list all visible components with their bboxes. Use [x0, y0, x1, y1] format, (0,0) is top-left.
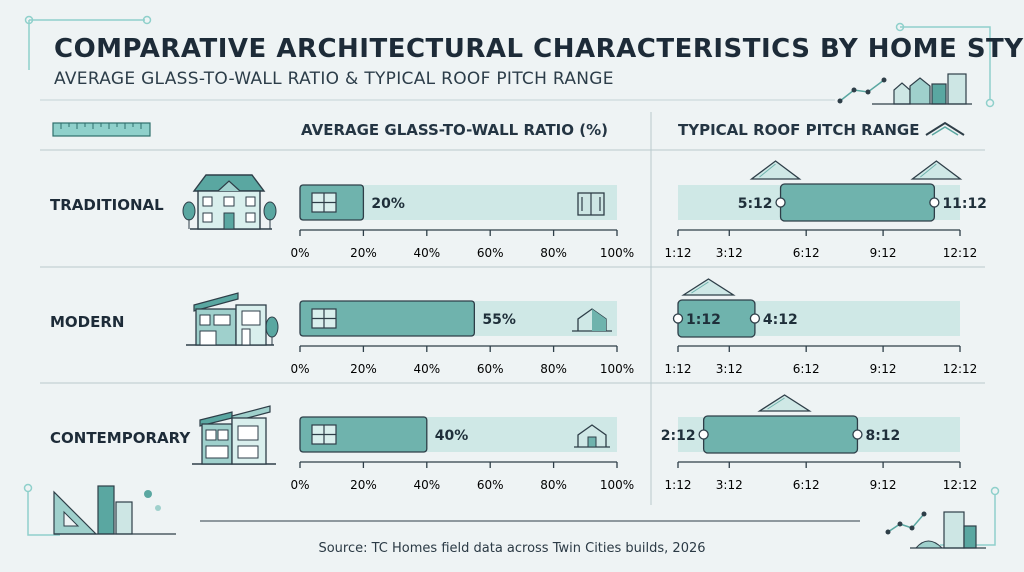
glass-tick-label: 0% [290, 362, 309, 376]
pitch-range-end-marker [749, 313, 761, 324]
glass-tick-label: 80% [540, 362, 567, 376]
glass-bar [299, 300, 476, 337]
glass-value-label: 40% [435, 428, 469, 444]
house-door [587, 436, 597, 448]
glass-tick-label: 100% [600, 478, 634, 492]
glass-value-label: 55% [482, 312, 516, 328]
glass-column-header: AVERAGE GLASS-TO-WALL RATIO (%) [301, 121, 608, 139]
pitch-max-label: 11:12 [942, 196, 987, 212]
pitch-tick-label: 9:12 [870, 362, 897, 376]
roof-icon-shade [920, 163, 937, 178]
pitch-min-label: 1:12 [686, 312, 721, 328]
pitch-min-label: 2:12 [661, 428, 696, 444]
roof-icon [749, 160, 802, 180]
row-label-modern: MODERN [50, 313, 125, 331]
skyline-icon [837, 73, 972, 105]
pitch-tick-label: 12:12 [943, 362, 978, 376]
pitch-tick-label: 1:12 [665, 478, 692, 492]
pitch-range-start-marker [775, 197, 786, 208]
traditional-house-icon [182, 174, 277, 230]
row-label-contemporary: CONTEMPORARY [50, 429, 191, 447]
pitch-tick-label: 12:12 [943, 478, 978, 492]
page-title: COMPARATIVE ARCHITECTURAL CHARACTERISTIC… [54, 34, 1024, 64]
pitch-tick-label: 1:12 [665, 246, 692, 260]
roof-icon [681, 278, 736, 296]
glass-tick-label: 40% [413, 246, 440, 260]
glass-tick-label: 100% [600, 246, 634, 260]
glass-tick-label: 20% [350, 362, 377, 376]
window-pane-lines [312, 193, 336, 212]
roof-icon [757, 394, 812, 412]
roof-icon [925, 121, 965, 136]
roof-icon-shade [691, 281, 709, 294]
glass-tick-label: 80% [540, 478, 567, 492]
pitch-tick-label: 1:12 [665, 362, 692, 376]
pitch-range-end-marker [929, 197, 940, 208]
pitch-tick-label: 6:12 [793, 362, 820, 376]
pitch-range-end-marker [852, 429, 863, 440]
glass-tick-label: 0% [290, 246, 309, 260]
window-frame-lines [581, 193, 601, 215]
pitch-range-start-marker [698, 429, 709, 440]
pitch-tick-label: 3:12 [716, 478, 743, 492]
pitch-range-bar [702, 415, 859, 454]
pitch-tick-label: 6:12 [793, 246, 820, 260]
glass-tick-label: 40% [413, 478, 440, 492]
pitch-range-bar [779, 183, 936, 222]
window-pane-lines [312, 425, 336, 444]
pitch-range-start-marker [672, 313, 684, 324]
glass-tick-label: 80% [540, 246, 567, 260]
modern-house-icon [186, 292, 279, 346]
glass-tick-label: 100% [600, 362, 634, 376]
roof-icon-shade [759, 163, 776, 178]
pitch-max-label: 8:12 [865, 428, 900, 444]
pitch-min-label: 5:12 [738, 196, 773, 212]
glass-tick-label: 60% [477, 246, 504, 260]
pitch-tick-label: 6:12 [793, 478, 820, 492]
pitch-column-header: TYPICAL ROOF PITCH RANGE [678, 121, 920, 139]
page-subtitle: AVERAGE GLASS-TO-WALL RATIO & TYPICAL RO… [54, 69, 614, 89]
pitch-max-label: 4:12 [763, 312, 798, 328]
glass-tick-label: 0% [290, 478, 309, 492]
glass-tick-label: 20% [350, 478, 377, 492]
pitch-tick-label: 9:12 [870, 478, 897, 492]
glass-tick-label: 20% [350, 246, 377, 260]
roof-icon [910, 160, 963, 180]
pitch-tick-label: 3:12 [716, 246, 743, 260]
pitch-tick-label: 12:12 [943, 246, 978, 260]
ruler-icon [52, 122, 151, 137]
window-pane-lines [312, 309, 336, 328]
pitch-tick-label: 9:12 [870, 246, 897, 260]
skyline-icon [885, 511, 986, 549]
glass-tick-label: 60% [477, 478, 504, 492]
glass-tick-label: 60% [477, 362, 504, 376]
source-note: Source: TC Homes field data across Twin … [318, 541, 706, 556]
pitch-tick-label: 3:12 [716, 362, 743, 376]
row-label-traditional: TRADITIONAL [50, 196, 164, 214]
house-shade [592, 309, 606, 331]
roof-icon-shade [767, 397, 785, 410]
glass-tick-label: 40% [413, 362, 440, 376]
drafting-tools-icon [53, 485, 176, 535]
contemporary-house-icon [192, 405, 276, 465]
glass-value-label: 20% [371, 196, 405, 212]
